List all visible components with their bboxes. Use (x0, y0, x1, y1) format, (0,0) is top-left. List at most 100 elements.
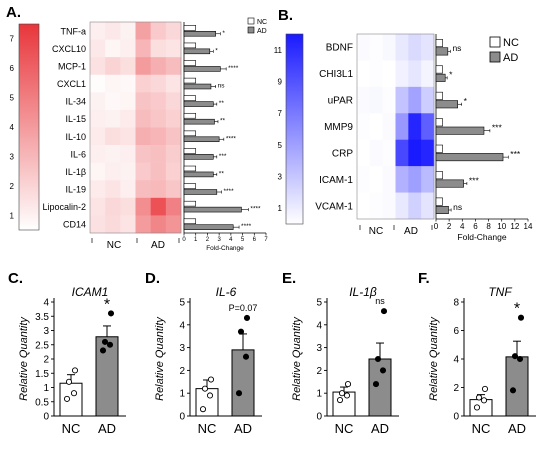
heatmap-cell (150, 180, 167, 199)
heatmap-cell (90, 162, 106, 181)
bar-ad (183, 206, 242, 213)
heatmap-cell (165, 39, 182, 58)
significance: * (449, 70, 453, 80)
significance: *** (510, 149, 521, 159)
x-tick-label: 12 (510, 222, 519, 231)
colorbar-tick: 4 (10, 123, 15, 132)
colorbar-tick: 5 (278, 141, 283, 150)
data-point-ad (106, 341, 114, 348)
colorbar-tick: 3 (10, 152, 15, 161)
panel-letter-d: D. (145, 270, 160, 287)
bar-nc (183, 60, 197, 66)
heatmap-cell (369, 113, 383, 141)
heatmap-cell (105, 180, 121, 199)
heatmap-cell (150, 92, 167, 111)
legend-b-ad: AD (503, 52, 518, 64)
row-label: ICAM-1 (319, 175, 353, 186)
bar-nc (183, 95, 197, 101)
colorbar-a (18, 23, 40, 231)
significance: ** (220, 118, 226, 125)
heatmap-cell (135, 39, 151, 58)
panel-letter-b: B. (278, 7, 293, 24)
bar-nc (183, 25, 197, 31)
heatmap-cell (408, 192, 422, 220)
bar-nc (183, 200, 197, 207)
heatmap-cell (357, 34, 371, 61)
bar-nc (435, 91, 443, 100)
category-label: AD (234, 421, 252, 436)
category-label: AD (98, 421, 116, 436)
heatmap-cell (105, 57, 121, 76)
row-label: CD14 (63, 220, 86, 230)
heatmap-cell (150, 39, 167, 58)
significance: **** (228, 65, 239, 72)
heatmap-cell (90, 215, 106, 234)
y-tick-label: 5 (316, 298, 322, 309)
row-label: CRP (332, 148, 353, 159)
heatmap-cell (135, 74, 151, 93)
legend-a: NC AD (247, 17, 267, 35)
colorbar-b (285, 33, 304, 225)
heatmap-cell (382, 86, 396, 114)
colorbar-tick: 3 (278, 173, 283, 182)
heatmap-cell (150, 109, 167, 128)
heatmap-cell (105, 197, 121, 216)
row-label: MMP9 (324, 122, 353, 133)
data-point-ad (237, 328, 245, 335)
panel-e-il1b: IL-1β Relative Quantity 0 1 2 3 4 5 NC AD ns (291, 285, 399, 436)
heatmap-cell (369, 60, 383, 88)
x-tick-label: 1 (194, 237, 198, 243)
group-label-a-nc: NC (107, 240, 121, 251)
heatmap-cell (395, 166, 409, 193)
y-tick-label: 3 (179, 343, 185, 354)
bar-ad (435, 100, 458, 109)
row-label: CXCL10 (52, 44, 86, 54)
heatmap-cell (90, 180, 106, 199)
heatmap-cell (135, 22, 151, 40)
panel-title: TNF (488, 285, 512, 299)
heatmap-cell (90, 22, 106, 40)
y-axis-label: Relative Quantity (291, 316, 303, 401)
bar-ad (183, 189, 218, 195)
x-tick-label: 0 (182, 237, 186, 243)
heatmap-border (356, 33, 435, 220)
heatmap-cell (408, 60, 422, 88)
panel-c-icam1: ICAM1 Relative Quantity 0 0.5 1 1.5 2 2.5 3 3.5 4 N… (18, 285, 126, 436)
bar-nc (469, 399, 493, 417)
colorbar-tick: 2 (10, 182, 15, 191)
colorbar-tick: 11 (274, 46, 283, 55)
category-label: NC (198, 421, 217, 436)
heatmap-border (89, 21, 182, 234)
panel-title: ICAM1 (72, 285, 109, 299)
bar-ad (505, 356, 529, 417)
data-point-nc (65, 378, 73, 385)
heatmap-cell (382, 139, 396, 167)
heatmap-cell (135, 127, 151, 146)
x-tick-label: 6 (253, 237, 257, 243)
data-point-nc (207, 376, 215, 383)
heatmap-cell (408, 86, 422, 114)
heatmap-cell (105, 74, 121, 93)
heatmap-cell (90, 92, 106, 111)
heatmap-cell (120, 74, 136, 93)
significance: * (104, 296, 110, 313)
heatmap-cell (150, 145, 167, 163)
heatmap-cell (135, 92, 151, 111)
heatmap-cell (408, 139, 422, 167)
significance: ns (218, 83, 226, 90)
heatmap-cell (105, 162, 121, 181)
y-tick-label: 4 (453, 355, 459, 366)
heatmap-cell (357, 86, 371, 114)
row-label: Lipocalin-2 (42, 202, 86, 212)
heatmap-cell (395, 192, 409, 220)
heatmap-cell (395, 34, 409, 61)
heatmap-cell (120, 39, 136, 58)
heatmap-cell (165, 145, 182, 163)
y-tick-label: 6 (453, 326, 459, 337)
bar-nc (195, 388, 219, 417)
heatmap-cell (120, 92, 136, 111)
data-point-nc (338, 390, 346, 397)
bar-nc (183, 130, 197, 137)
